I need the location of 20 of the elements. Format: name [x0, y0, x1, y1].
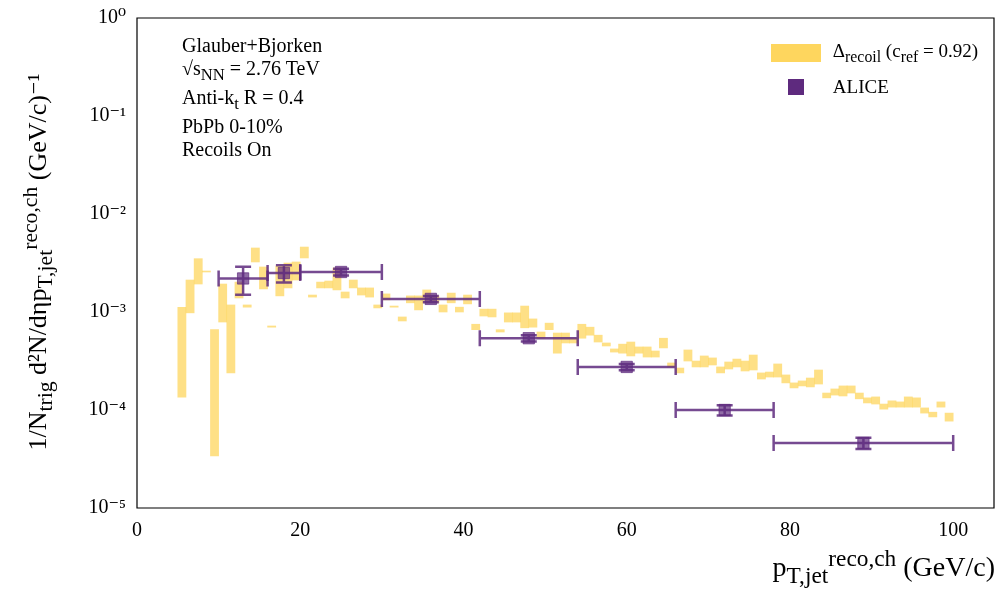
x-tick-label: 40 [453, 518, 474, 541]
x-tick-label: 80 [779, 518, 800, 541]
annotation: Recoils On [182, 138, 272, 160]
x-tick-label: 60 [616, 518, 637, 541]
annotation: √s$_{NN}$ = 2.76 TeV [182, 57, 320, 84]
y-tick-label: 10⁻³ [89, 299, 126, 322]
y-tick-label: 10⁻² [89, 201, 126, 224]
x-tick-label: 100 [938, 518, 969, 541]
y-tick-label: 10⁻⁵ [88, 495, 126, 518]
x-tick-label: 20 [290, 518, 311, 541]
x-axis-title: p$_{T,jet}$$^{reco,ch}$ (GeV/c) [772, 545, 995, 589]
annotation: Anti-k$_{t}$ R = 0.4 [182, 86, 304, 113]
annotation: Glauber+Bjorken [182, 34, 323, 56]
y-tick-label: 10⁻⁴ [88, 397, 127, 420]
legend-label: Δ$_{recoil}$ (c$_{ref}$ = 0.92) [832, 40, 978, 66]
y-tick-label: 10⁻¹ [89, 103, 126, 126]
x-tick-label: 0 [132, 518, 142, 541]
legend-label: ALICE [832, 76, 889, 98]
annotation: PbPb 0-10% [182, 115, 283, 137]
y-tick-label: 10⁰ [97, 5, 126, 28]
